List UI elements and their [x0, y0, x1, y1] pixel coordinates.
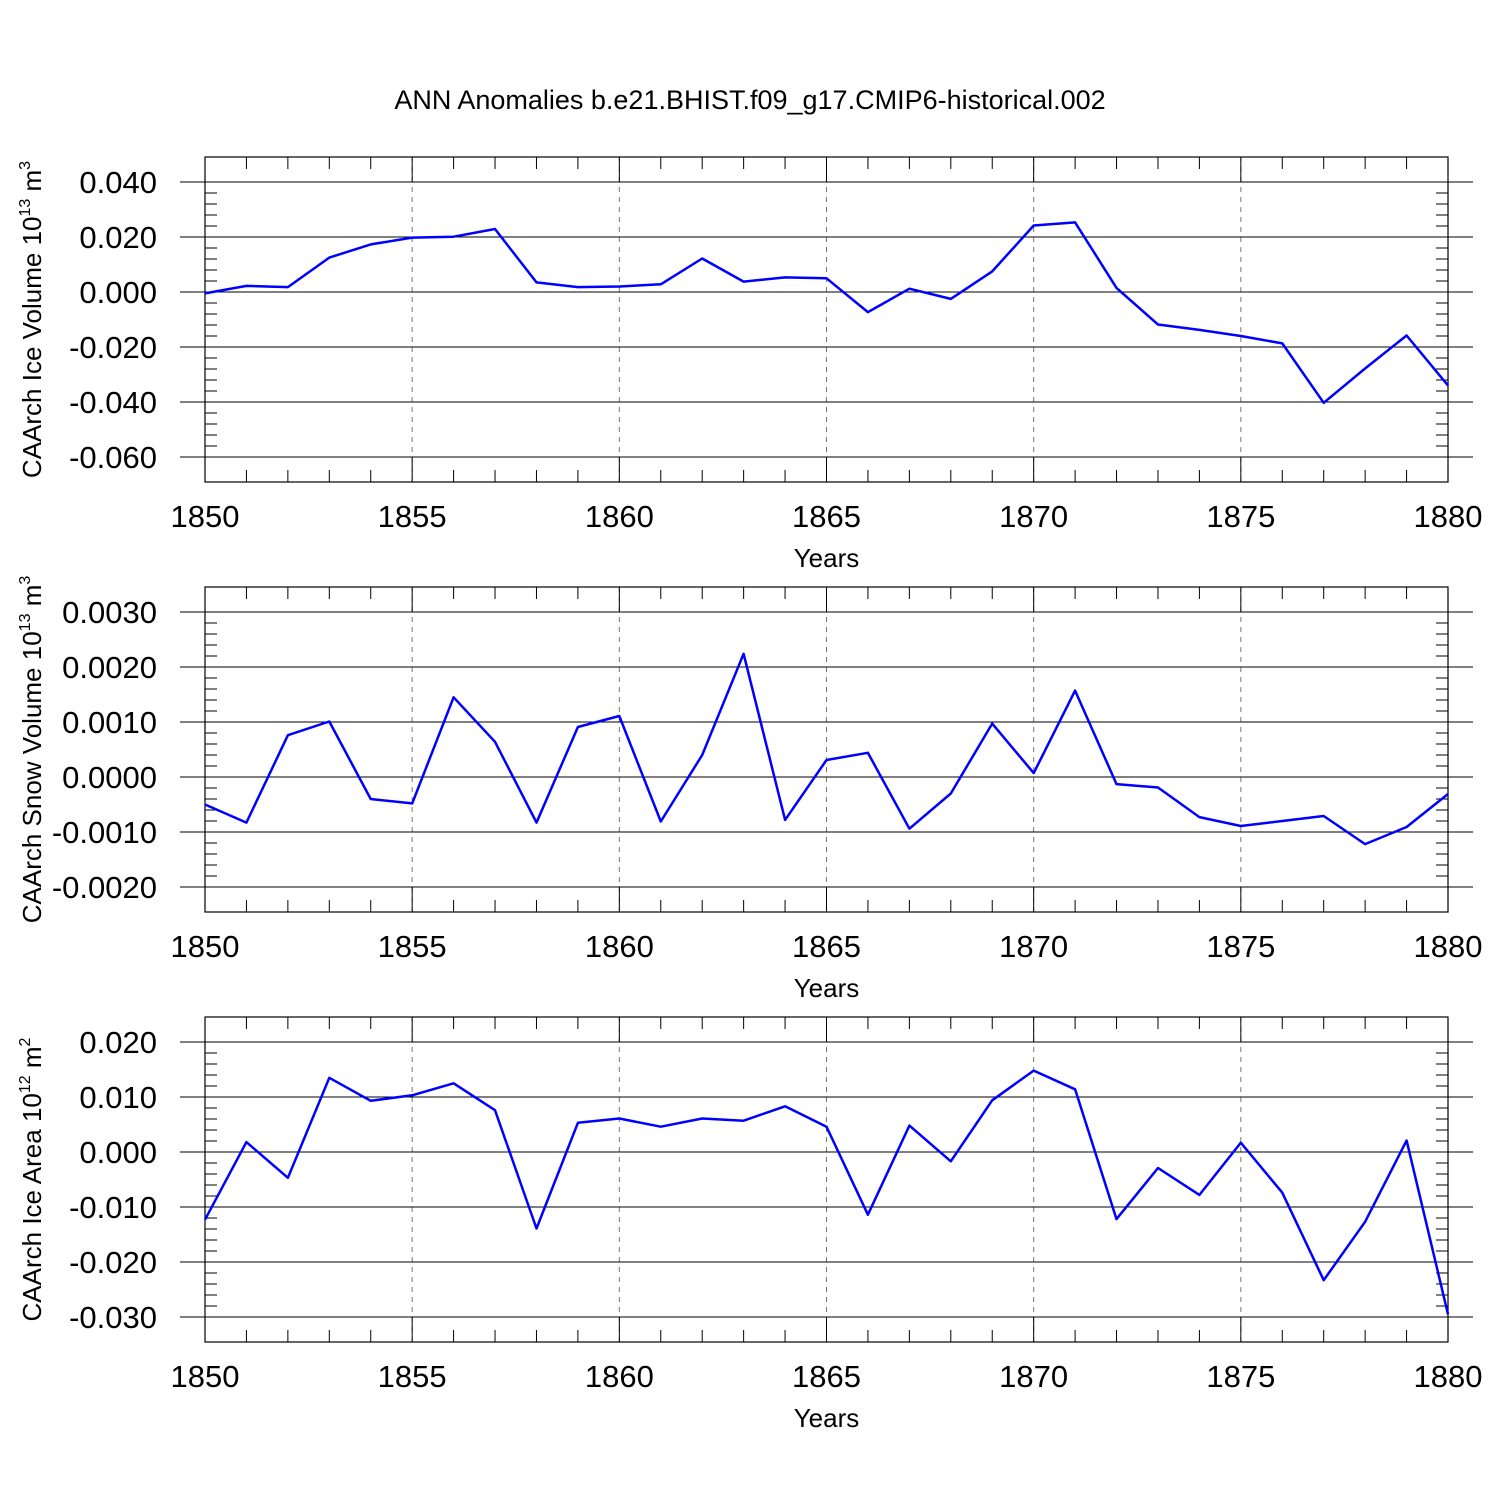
y-tick-label: 0.000: [79, 1135, 157, 1170]
y-tick-label: 0.0030: [62, 595, 157, 630]
x-axis-label: Years: [794, 543, 860, 573]
y-axis-label-part: CAArch Ice Area 10: [17, 1093, 47, 1321]
y-tick-label: 0.010: [79, 1080, 157, 1115]
y-tick-label: 0.020: [79, 220, 157, 255]
y-axis-label-part: CAArch Ice Volume 10: [17, 217, 47, 479]
x-tick-label: 1870: [999, 929, 1068, 964]
y-axis-label-part: 13: [17, 613, 34, 631]
y-tick-label: -0.040: [69, 385, 157, 420]
x-tick-label: 1850: [171, 929, 240, 964]
y-tick-label: 0.000: [79, 275, 157, 310]
y-tick-label: 0.020: [79, 1025, 157, 1060]
y-axis-label-part: m: [17, 585, 47, 614]
y-tick-label: -0.010: [69, 1190, 157, 1225]
x-tick-label: 1860: [585, 929, 654, 964]
x-axis-label: Years: [794, 973, 860, 1003]
x-tick-label: 1855: [378, 1359, 447, 1394]
x-tick-label: 1855: [378, 499, 447, 534]
panels: 0.040 0.020 0.000 -0.020 -0.040 -0.060 1850 185…: [17, 156, 1483, 1433]
y-axis-label: CAArch Ice Volume 1013 m3: [17, 161, 47, 478]
x-tick-label: 1870: [999, 499, 1068, 534]
y-axis-label-part: CAArch Snow Volume 10: [17, 631, 47, 923]
panel-1: 0.040 0.020 0.000 -0.020 -0.040 -0.060 1850 185…: [17, 156, 1483, 573]
y-axis-label-part: m: [17, 170, 47, 199]
panel-2: 0.0030 0.0020 0.0010 0.0000 -0.0010 -0.0020 18…: [17, 576, 1482, 1003]
x-tick-label: 1850: [171, 499, 240, 534]
x-tick-label: 1865: [792, 1359, 861, 1394]
y-tick-label: -0.0010: [52, 815, 157, 850]
figure-title: ANN Anomalies b.e21.BHIST.f09_g17.CMIP6-…: [394, 85, 1105, 115]
x-tick-label: 1855: [378, 929, 447, 964]
y-axis-label-part: 3: [17, 161, 34, 170]
x-tick-label: 1865: [792, 929, 861, 964]
x-tick-label: 1870: [999, 1359, 1068, 1394]
x-tick-label: 1880: [1414, 929, 1483, 964]
y-axis-label-part: 2: [17, 1037, 34, 1046]
y-tick-label: -0.0020: [52, 870, 157, 905]
y-tick-label: -0.020: [69, 330, 157, 365]
x-tick-label: 1880: [1414, 499, 1483, 534]
x-tick-label: 1860: [585, 499, 654, 534]
y-tick-label: 0.0010: [62, 705, 157, 740]
x-tick-label: 1880: [1414, 1359, 1483, 1394]
y-tick-label: 0.0020: [62, 650, 157, 685]
y-tick-label: -0.030: [69, 1300, 157, 1335]
y-axis-label-part: 13: [17, 199, 34, 217]
panel-3: 0.020 0.010 0.000 -0.010 -0.020 -0.030 1850 185…: [17, 1016, 1483, 1433]
x-tick-label: 1875: [1206, 929, 1275, 964]
y-tick-label: 0.040: [79, 165, 157, 200]
y-axis-label-part: m: [17, 1046, 47, 1075]
y-tick-label: -0.020: [69, 1245, 157, 1280]
x-tick-label: 1875: [1206, 499, 1275, 534]
y-tick-label: -0.060: [69, 440, 157, 475]
y-axis-label-part: 12: [17, 1075, 34, 1093]
x-tick-label: 1860: [585, 1359, 654, 1394]
y-axis-label: CAArch Ice Area 1012 m2: [17, 1037, 47, 1321]
x-tick-label: 1865: [792, 499, 861, 534]
y-axis-label-part: 3: [17, 576, 34, 585]
x-tick-label: 1875: [1206, 1359, 1275, 1394]
x-tick-label: 1850: [171, 1359, 240, 1394]
y-axis-label: CAArch Snow Volume 1013 m3: [17, 576, 47, 924]
x-axis-label: Years: [794, 1403, 860, 1433]
y-tick-label: 0.0000: [62, 760, 157, 795]
